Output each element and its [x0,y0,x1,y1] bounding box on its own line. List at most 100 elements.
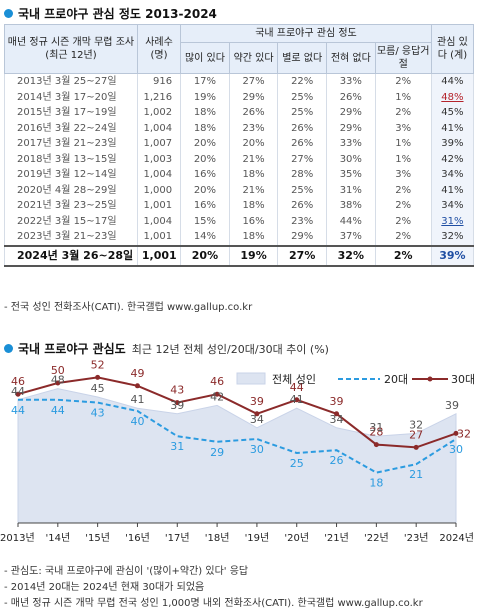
cell-count: 1,004 [136,213,182,229]
interest-value: 31% [441,215,464,227]
cell-c4: 35% [326,167,376,183]
label-30s: 28 [369,426,383,439]
label-20s: 30 [250,443,264,456]
cell-count: 1,002 [136,105,182,121]
cell-c5: 2% [374,244,432,267]
table-row: 2023년 3월 21~23일 1,001 14% 18% 29% 37% 2% 32% [4,229,475,246]
label-20s: 18 [369,477,383,490]
label-total: 41 [130,393,144,406]
x-tick-label: '14년 [45,532,70,544]
x-tick-label: '19년 [245,532,270,544]
table-row: 2016년 3월 22~24일 1,004 18% 23% 26% 29% 3% 41% [4,120,475,136]
cell-c2: 18% [228,198,279,214]
marker-30s [95,374,101,380]
table-row: 2014년 3월 17~20일 1,216 19% 29% 25% 26% 1% 48% [4,89,475,105]
table-row: 2021년 3월 23~25일 1,001 16% 18% 26% 38% 2% 34% [4,198,475,214]
cell-c3: 29% [277,229,327,246]
cell-count: 916 [136,73,182,90]
label-total: 31 [369,421,383,434]
cell-c1: 17% [180,73,230,90]
section1-title: 국내 프로야구 관심 정도 2013-2024 [4,5,217,22]
footnote-1: - 관심도: 국내 프로야구에 관심이 '(많이+약간) 있다' 응답 [4,566,249,577]
label-30s: 39 [330,395,344,408]
label-total: 41 [290,393,304,406]
cell-period: 2022년 3월 15~17일 [4,213,138,229]
label-total: 34 [250,413,264,426]
x-tick-label: '23년 [404,532,429,544]
header-group: 국내 프로야구 관심 정도 [180,24,432,43]
cell-interest: 32% [430,229,475,246]
interest-value: 44% [441,76,464,87]
label-total: 45 [91,382,105,395]
label-30s: 27 [409,428,423,441]
cell-c5: 1% [374,151,432,167]
header-col-none: 전혀 없다 [326,42,376,74]
table-row: 2017년 3월 21~23일 1,007 20% 20% 26% 33% 1% 39% [4,136,475,152]
marker-30s [413,444,419,450]
cell-c5: 2% [374,229,432,246]
cell-c4: 44% [326,213,376,229]
interest-value: 39% [441,138,464,149]
cell-c1: 20% [180,151,230,167]
cell-c5: 3% [374,120,432,136]
cell-c5: 2% [374,182,432,198]
cell-c3: 25% [277,105,327,121]
cell-c4: 29% [326,120,376,136]
cell-count: 1,001 [136,244,182,267]
legend-swatch-total [236,372,266,385]
label-30s: 49 [130,367,144,380]
header-period: 매년 정규 시즌 개막 무렵 조사 (최근 12년) [4,24,138,74]
survey-table-body: 2013년 3월 25~27일 916 17% 27% 22% 33% 2% 44% 2014년… [4,73,475,267]
cell-interest: 31% [430,213,475,229]
header-col-a-lot: 많이 있다 [180,42,230,74]
interest-value: 41% [441,184,464,196]
cell-c1: 20% [180,136,230,152]
cell-count: 1,001 [136,229,182,246]
legend-label-total: 전체 성인 [272,373,316,386]
marker-30s [373,442,379,448]
marker-30s [254,411,260,417]
cell-c4: 38% [326,198,376,214]
table-row: 2019년 3월 12~14일 1,004 16% 18% 28% 35% 3% 34% [4,167,475,183]
cell-c5: 2% [374,213,432,229]
legend-marker-30s [427,376,433,382]
cell-c2: 20% [228,136,279,152]
cell-c3: 27% [277,151,327,167]
cell-interest: 39% [430,244,475,267]
cell-interest: 34% [430,198,475,214]
interest-value: 42% [441,153,464,165]
line-20s [18,398,457,474]
header-col-somewhat: 약간 있다 [228,42,279,74]
cell-period: 2013년 3월 25~27일 [4,73,138,90]
cell-c1: 16% [180,198,230,214]
area-total-adults [17,388,457,524]
cell-period: 2017년 3월 21~23일 [4,136,138,152]
marker-30s [134,383,140,389]
cell-interest: 34% [430,167,475,183]
bullet-icon [4,9,13,18]
x-tick-label: '20년 [284,532,309,544]
cell-c3: 25% [277,89,327,105]
label-total: 32 [409,418,423,431]
cell-count: 1,004 [136,167,182,183]
label-total: 39 [445,399,459,412]
cell-c1: 18% [180,105,230,121]
cell-c2: 26% [228,105,279,121]
cell-c2: 18% [228,167,279,183]
marker-30s [334,411,340,417]
x-tick-label: '16년 [125,532,150,544]
label-20s: 21 [409,468,423,481]
cell-c2: 21% [228,182,279,198]
header-col-dk: 모름/ 응답거절 [374,42,432,74]
interest-value: 32% [441,231,464,242]
cell-c2: 21% [228,151,279,167]
x-tick-label: '18년 [205,532,230,544]
marker-30s [174,400,180,406]
line-30s [17,376,457,449]
cell-c2: 18% [228,229,279,246]
cell-c2: 23% [228,120,279,136]
table-row: 2024년 3월 26~28일 1,001 20% 19% 27% 32% 2% 39% [4,244,475,267]
cell-c1: 20% [180,182,230,198]
label-20s: 43 [91,407,105,420]
label-30s: 46 [210,375,224,388]
